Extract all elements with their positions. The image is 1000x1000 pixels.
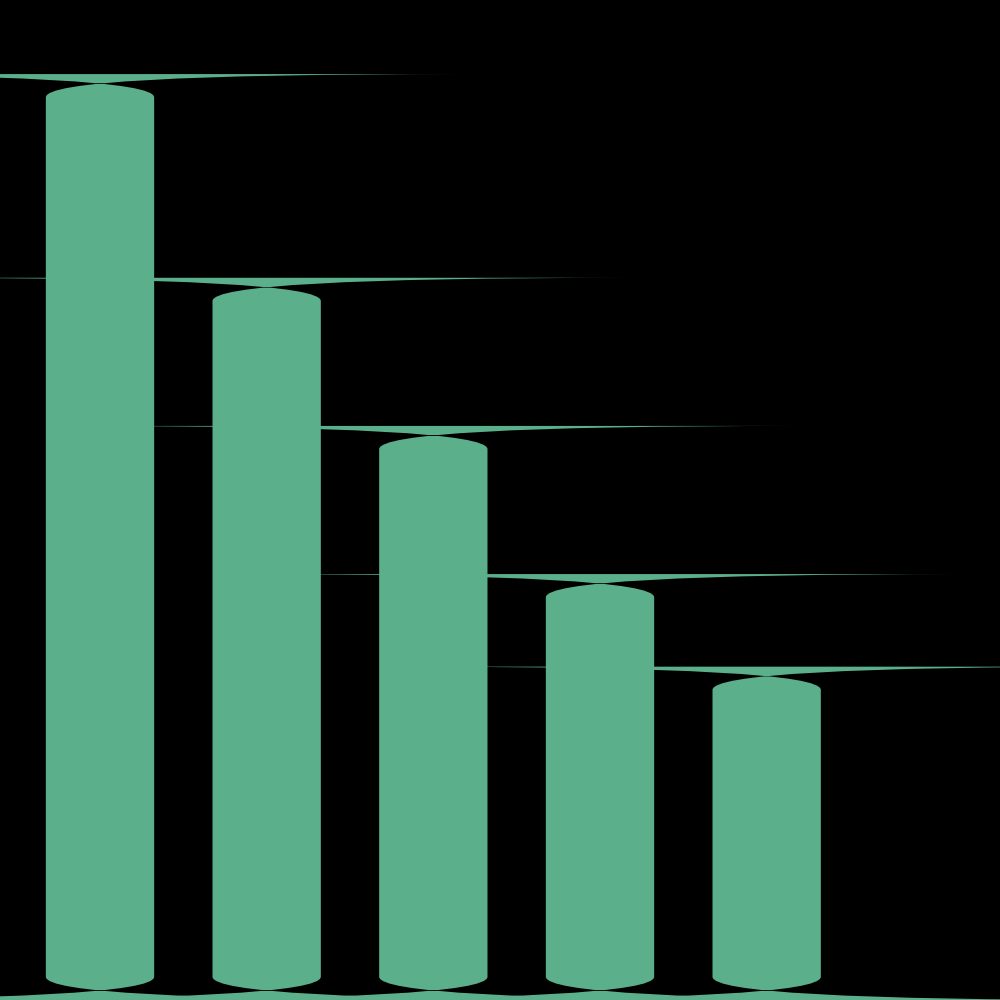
FancyBboxPatch shape <box>237 574 962 1000</box>
FancyBboxPatch shape <box>0 74 462 1000</box>
FancyBboxPatch shape <box>0 278 629 1000</box>
FancyBboxPatch shape <box>404 667 1000 1000</box>
FancyBboxPatch shape <box>71 426 796 1000</box>
